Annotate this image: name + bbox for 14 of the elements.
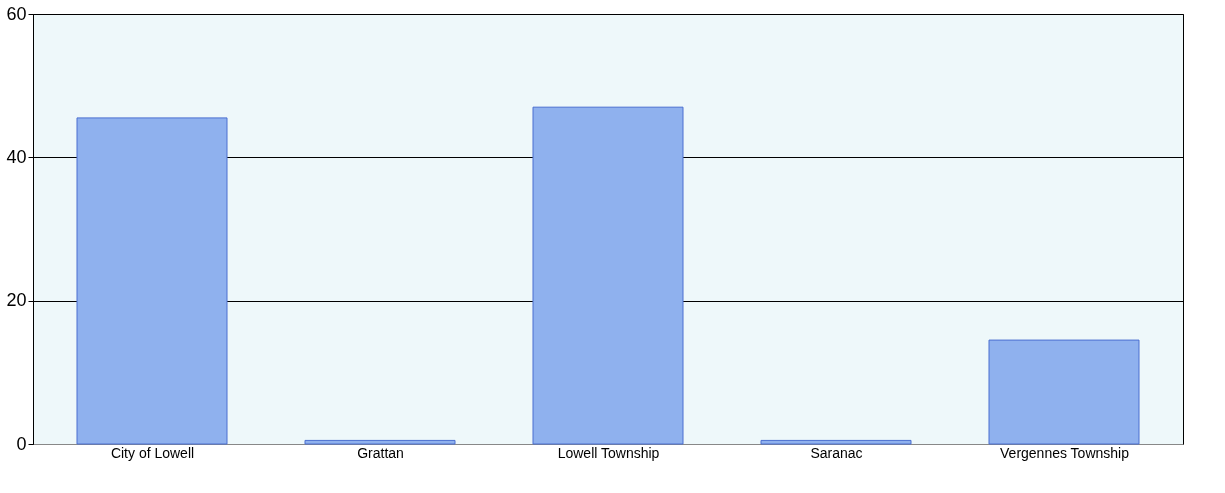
y-tick-label: 20 xyxy=(6,290,27,311)
y-tick-label: 60 xyxy=(6,3,27,24)
x-tick-label: Grattan xyxy=(357,444,404,461)
x-tick-label: Lowell Township xyxy=(557,444,660,461)
bar xyxy=(988,339,1140,445)
x-tick-label: City of Lowell xyxy=(110,444,195,461)
bar xyxy=(76,117,228,445)
y-tick-label: 0 xyxy=(16,433,27,454)
bar xyxy=(304,439,456,445)
bar xyxy=(760,439,912,445)
x-tick-label: Vergennes Township xyxy=(1000,444,1130,461)
y-tick-label: 40 xyxy=(6,146,27,167)
bar xyxy=(532,106,684,445)
x-tick-label: Saranac xyxy=(810,444,863,461)
